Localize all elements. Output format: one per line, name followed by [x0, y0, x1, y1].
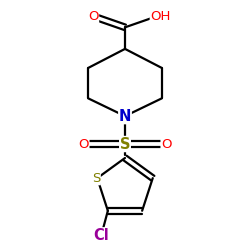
Text: OH: OH [150, 10, 171, 23]
Text: O: O [88, 10, 99, 23]
Text: N: N [119, 108, 131, 124]
Text: O: O [78, 138, 89, 150]
Text: S: S [92, 172, 100, 185]
Text: S: S [120, 136, 130, 152]
Text: O: O [161, 138, 172, 150]
Text: Cl: Cl [94, 228, 110, 243]
